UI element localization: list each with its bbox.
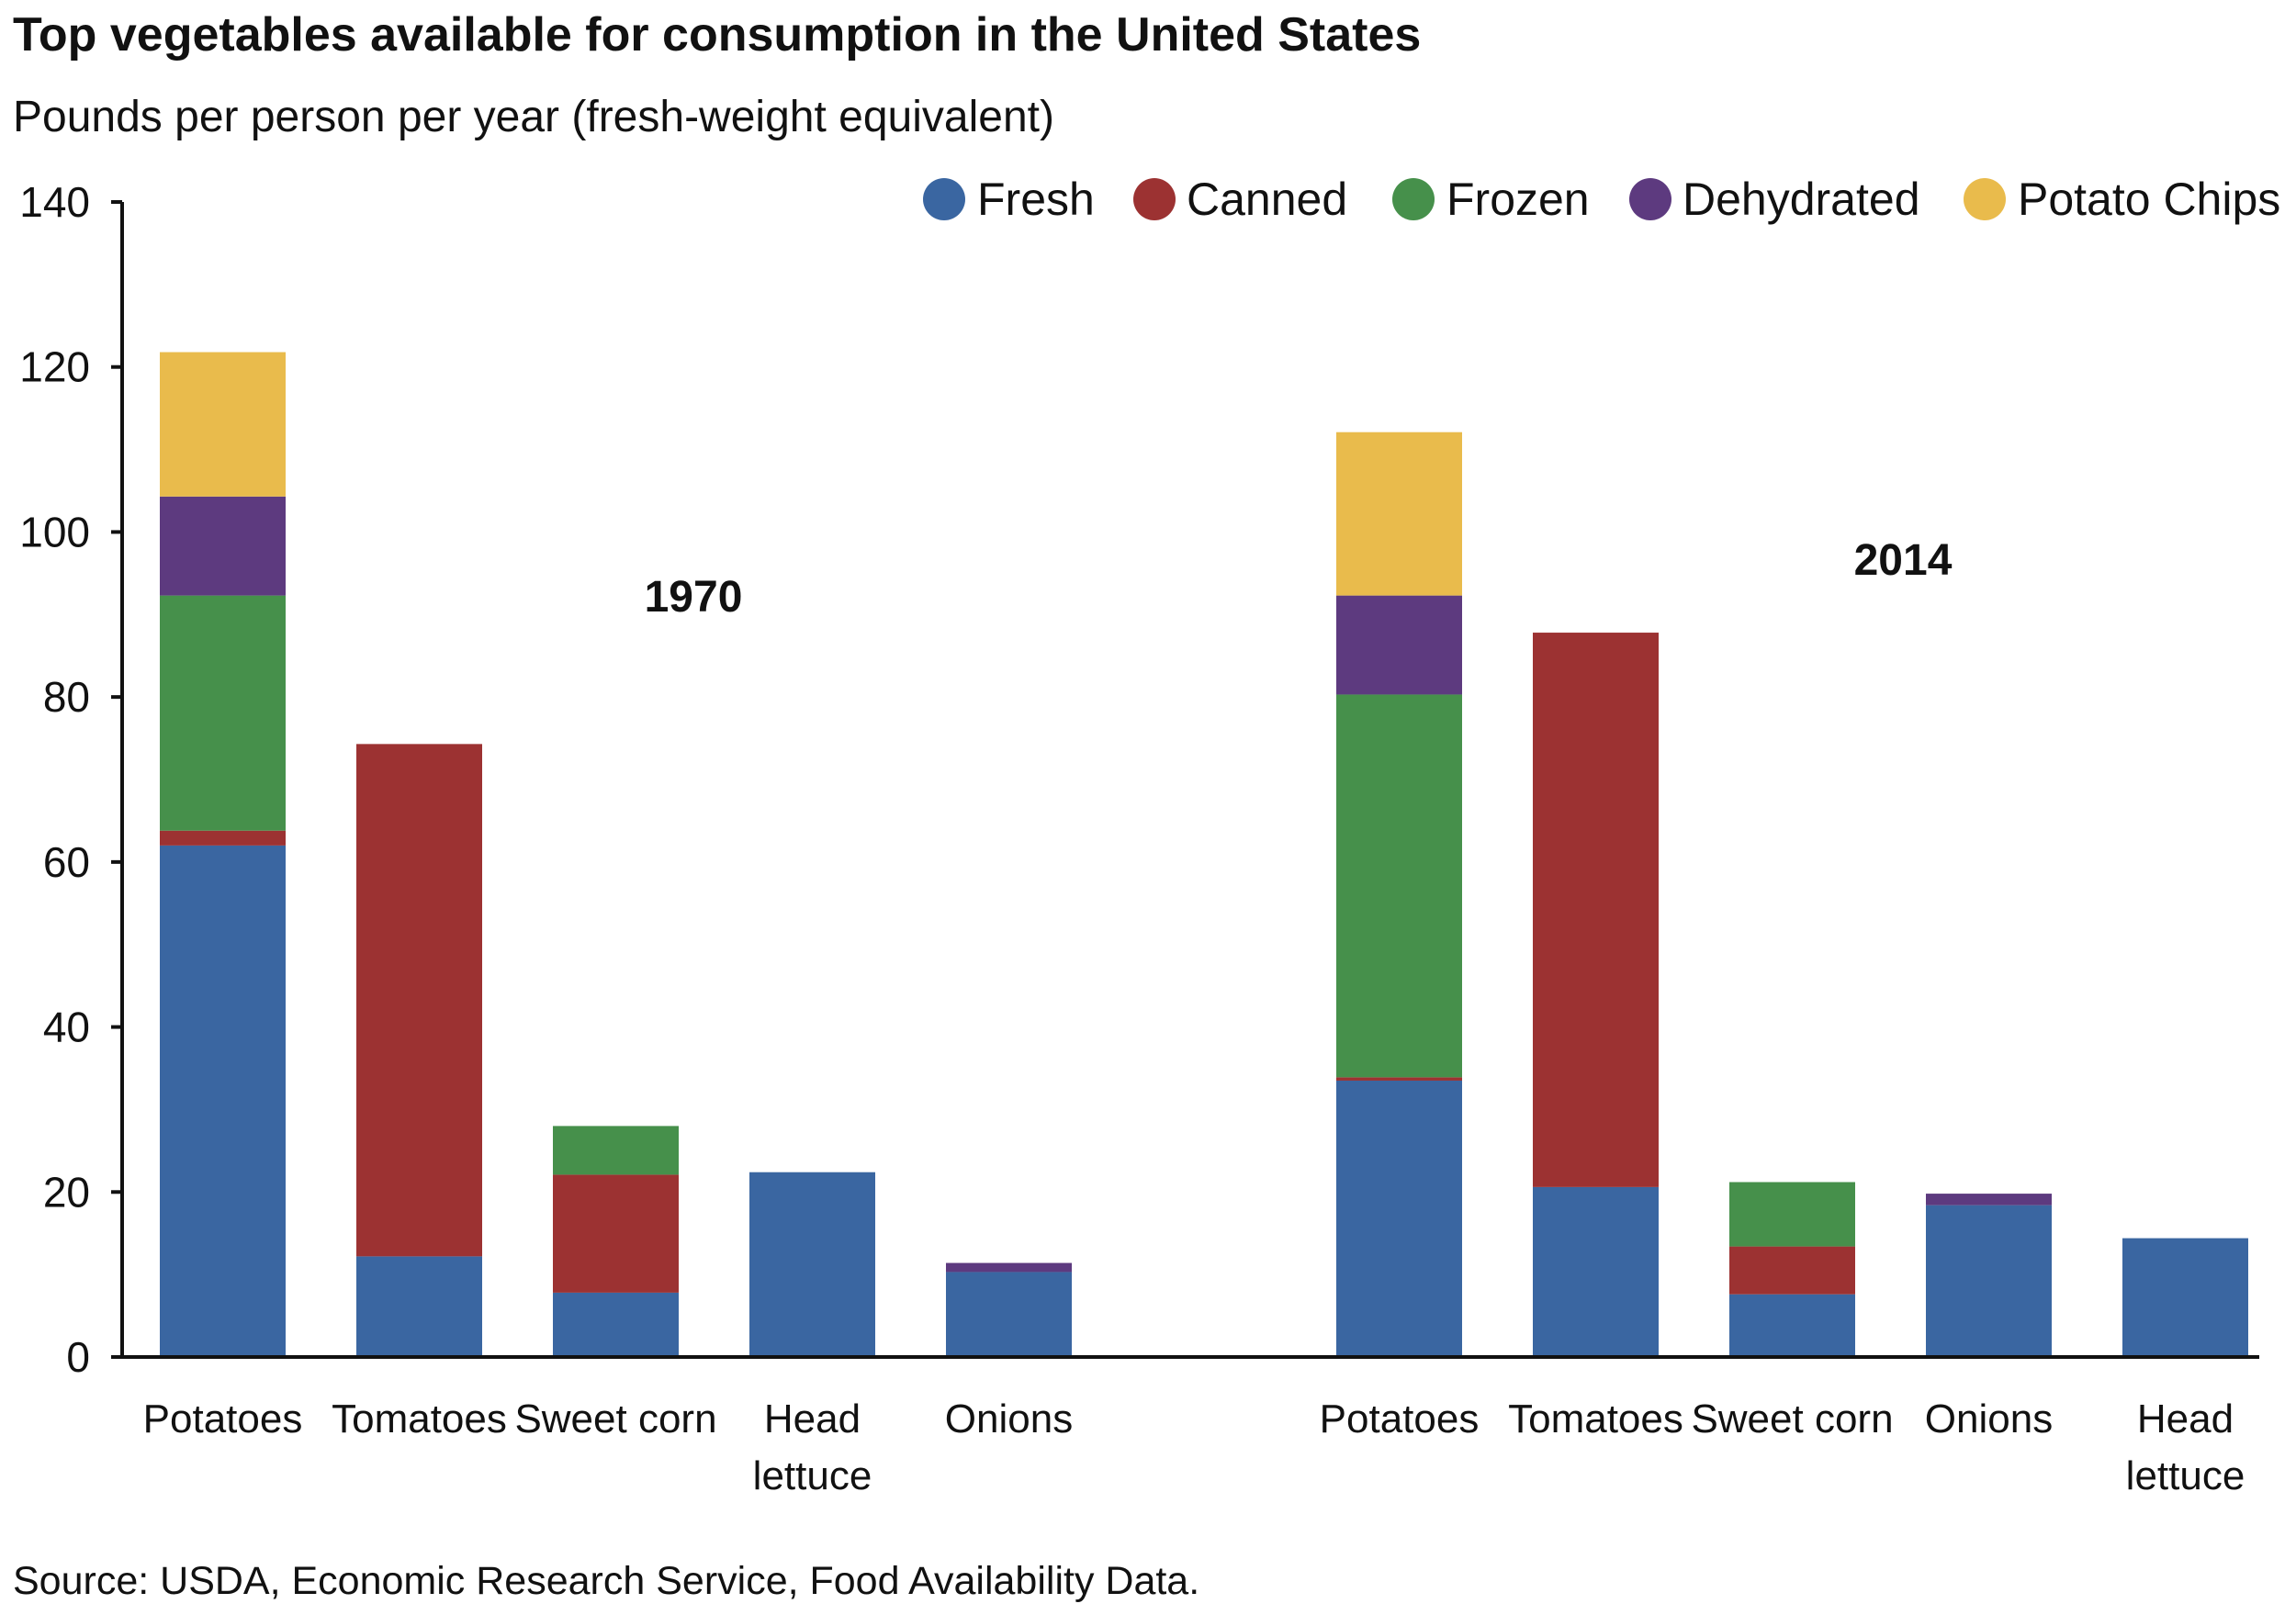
- y-tick-label-120: 120: [19, 343, 90, 391]
- legend-swatch-dehydrated: [1629, 178, 1671, 220]
- bar-2014-tomatoes-canned: [1533, 633, 1659, 1187]
- legend-label-frozen: Frozen: [1446, 174, 1590, 225]
- legend-swatch-potato-chips: [1964, 178, 2006, 220]
- category-label-2014-head-lettuce: Head lettuce: [2126, 1396, 2245, 1498]
- y-tick-label-140: 140: [19, 178, 90, 226]
- category-label-1970-potatoes: Potatoes: [143, 1396, 303, 1441]
- y-tick-label-80: 80: [43, 673, 90, 721]
- axes-layer: 0 20 40 60 80 100 120 140: [19, 178, 2259, 1381]
- bar-2014-sweet-corn-canned: [1729, 1246, 1855, 1295]
- bar-2014-potatoes-dehydrated: [1336, 595, 1462, 695]
- bar-1970-head-lettuce-fresh: [749, 1172, 875, 1357]
- bar-1970-onions-dehydrated: [946, 1262, 1072, 1273]
- bar-1970-tomatoes-canned: [356, 744, 482, 1257]
- legend-label-fresh: Fresh: [977, 174, 1095, 225]
- bar-2014-tomatoes-fresh: [1533, 1186, 1659, 1357]
- source-note: Source: USDA, Economic Research Service,…: [13, 1559, 1200, 1603]
- legend: Fresh Canned Frozen Dehydrated Potato Chips: [923, 174, 2280, 225]
- category-label-2014-tomatoes: Tomatoes: [1508, 1396, 1683, 1441]
- bar-2014-sweet-corn-frozen: [1729, 1182, 1855, 1247]
- bar-1970-onions-fresh: [946, 1272, 1072, 1357]
- category-label-1970-head-lettuce: Head lettuce: [753, 1396, 872, 1498]
- category-label-2014-sweet-corn: Sweet corn: [1691, 1396, 1893, 1441]
- bar-1970-sweet-corn-canned: [553, 1174, 679, 1293]
- bar-2014-potatoes-frozen: [1336, 694, 1462, 1078]
- category-label-2014-onions: Onions: [1925, 1396, 2053, 1441]
- bar-1970-potatoes-frozen: [160, 595, 286, 831]
- bar-2014-sweet-corn-fresh: [1729, 1294, 1855, 1357]
- bar-1970-sweet-corn-fresh: [553, 1292, 679, 1357]
- category-label-1970-sweet-corn: Sweet corn: [514, 1396, 716, 1441]
- year-label-2014: 2014: [1854, 536, 1953, 585]
- bars-layer: [160, 352, 2248, 1357]
- chart-title: Top vegetables available for consumption…: [13, 8, 1422, 62]
- labels-layer: Potatoes Tomatoes Sweet corn Head lettuceOni…: [143, 536, 2245, 1498]
- category-label-2014-potatoes: Potatoes: [1320, 1396, 1480, 1441]
- y-tick-label-100: 100: [19, 508, 90, 555]
- year-label-1970: 1970: [645, 573, 743, 622]
- y-tick-label-40: 40: [43, 1004, 90, 1051]
- bar-1970-potatoes-canned: [160, 830, 286, 846]
- bar-2014-head-lettuce-fresh: [2122, 1238, 2248, 1357]
- legend-label-potato-chips: Potato Chips: [2018, 174, 2280, 225]
- bar-2014-onions-dehydrated: [1926, 1194, 2052, 1206]
- bar-1970-potatoes-potato-chips: [160, 352, 286, 497]
- chart-subtitle: Pounds per person per year (fresh-weight…: [13, 93, 1054, 141]
- legend-swatch-fresh: [923, 178, 965, 220]
- legend-swatch-canned: [1133, 178, 1176, 220]
- y-tick-label-60: 60: [43, 838, 90, 886]
- y-tick-label-0: 0: [66, 1333, 90, 1381]
- y-tick-label-20: 20: [43, 1168, 90, 1216]
- bar-1970-potatoes-fresh: [160, 845, 286, 1357]
- bar-1970-tomatoes-fresh: [356, 1256, 482, 1357]
- bar-1970-potatoes-dehydrated: [160, 496, 286, 596]
- legend-label-canned: Canned: [1187, 174, 1347, 225]
- legend-swatch-frozen: [1392, 178, 1435, 220]
- category-label-1970-tomatoes: Tomatoes: [332, 1396, 507, 1441]
- bar-2014-onions-fresh: [1926, 1205, 2052, 1357]
- category-label-1970-onions: Onions: [945, 1396, 1073, 1441]
- legend-label-dehydrated: Dehydrated: [1683, 174, 1920, 225]
- bar-2014-potatoes-canned: [1336, 1077, 1462, 1081]
- bar-2014-potatoes-fresh: [1336, 1080, 1462, 1357]
- bar-1970-sweet-corn-frozen: [553, 1126, 679, 1175]
- bar-2014-potatoes-potato-chips: [1336, 432, 1462, 596]
